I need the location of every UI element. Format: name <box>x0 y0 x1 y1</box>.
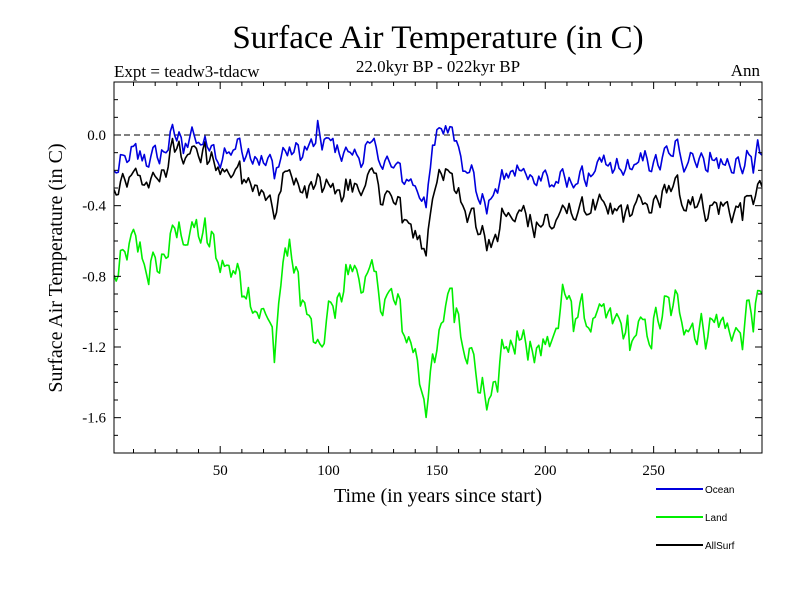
y-tick-label: 0.0 <box>87 128 106 144</box>
experiment-label: Expt = teadw3-tdacw <box>114 62 260 81</box>
x-axis-label: Time (in years since start) <box>334 485 542 507</box>
x-tick-label: 100 <box>317 463 340 479</box>
y-tick-label: -0.8 <box>82 269 106 285</box>
series-line-allsurf <box>114 137 762 257</box>
x-tick-label: 50 <box>213 463 228 479</box>
season-label: Ann <box>731 61 761 80</box>
plot-area: 50 100 150 200 250 0.0 -0.4 -0.8 -1.2 -1.6 <box>82 81 763 479</box>
y-tick-label: -1.2 <box>82 340 106 356</box>
y-tick-label: -0.4 <box>82 199 106 215</box>
series-line-ocean <box>114 119 762 215</box>
plot-frame <box>113 81 763 454</box>
series-line-land <box>114 217 762 419</box>
legend-label-ocean: Ocean <box>705 485 734 496</box>
x-tick-label: 150 <box>426 463 449 479</box>
chart-title: Surface Air Temperature (in C) <box>232 20 643 56</box>
x-tick-label: 250 <box>642 463 665 479</box>
period-label: 22.0kyr BP - 022kyr BP <box>356 57 520 76</box>
legend-label-land: Land <box>705 513 727 524</box>
legend: Ocean Land AllSurf <box>656 485 735 552</box>
y-axis-label: Surface Air Temperature (in C) <box>45 143 67 392</box>
x-tick-label: 200 <box>534 463 557 479</box>
y-tick-label: -1.6 <box>82 411 106 427</box>
legend-label-allsurf: AllSurf <box>705 541 735 552</box>
